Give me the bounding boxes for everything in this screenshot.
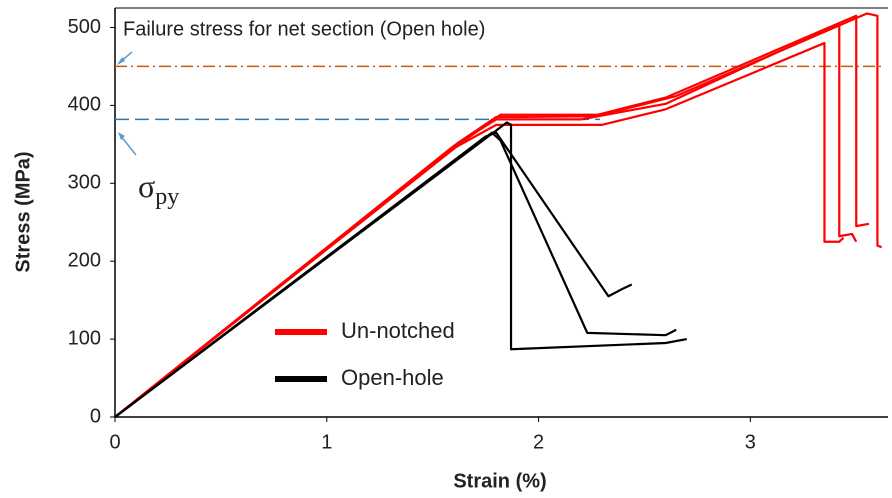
y-tick-label: 0 — [90, 405, 101, 427]
x-tick-label: 1 — [321, 431, 332, 453]
x-tick-label: 3 — [745, 431, 756, 453]
curve — [114, 41, 845, 418]
x-axis-label: Strain (%) — [453, 470, 546, 492]
y-tick-label: 500 — [68, 16, 101, 38]
arrow-head — [118, 132, 125, 140]
yield-symbol: σ — [138, 168, 155, 204]
curve — [114, 12, 883, 418]
yield-subscript: py — [155, 184, 179, 210]
failure-annotation: Failure stress for net section (Open hol… — [123, 18, 485, 40]
x-tick-label: 2 — [533, 431, 544, 453]
y-tick-label: 300 — [68, 172, 101, 194]
legend-label: Un-notched — [341, 318, 455, 343]
curve — [114, 22, 858, 418]
arrow-head — [117, 57, 125, 65]
legend-label: Open-hole — [341, 365, 444, 390]
curve — [114, 121, 688, 418]
y-tick-label: 400 — [68, 94, 101, 116]
x-tick-label: 0 — [109, 431, 120, 453]
y-axis-label: Stress (MPa) — [12, 151, 34, 272]
yield-annotation: σpy — [138, 168, 179, 209]
curve — [114, 14, 870, 418]
y-tick-label: 200 — [68, 249, 101, 271]
y-tick-label: 100 — [68, 327, 101, 349]
